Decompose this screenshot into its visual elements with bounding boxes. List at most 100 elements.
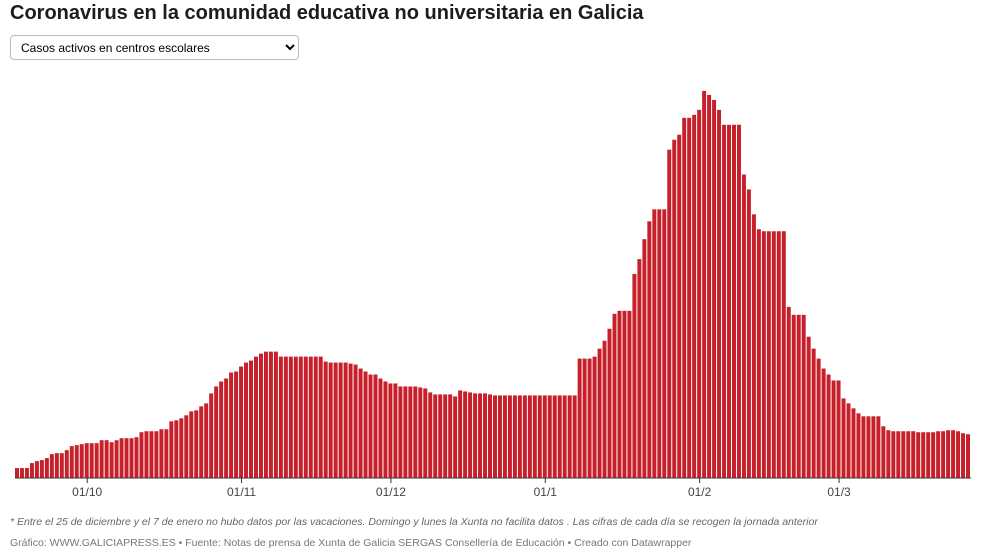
bar <box>453 396 458 478</box>
bar <box>627 310 632 478</box>
bar <box>293 356 298 478</box>
bar <box>463 391 468 478</box>
bar <box>278 356 283 478</box>
bar <box>134 437 139 478</box>
bar <box>941 431 946 478</box>
bar <box>378 378 383 478</box>
bar <box>263 351 268 478</box>
bar <box>438 394 443 478</box>
bar <box>179 418 184 478</box>
bar <box>552 395 557 478</box>
bar <box>916 432 921 478</box>
bar <box>542 395 547 478</box>
bar <box>876 416 881 478</box>
bar <box>124 438 129 478</box>
credit: Gráfico: WWW.GALICIAPRESS.ES • Fuente: N… <box>10 537 692 549</box>
bar <box>801 314 806 478</box>
bar <box>283 356 288 478</box>
bar <box>667 149 672 478</box>
bar <box>727 124 731 479</box>
bar <box>732 124 736 479</box>
bar <box>443 394 448 478</box>
x-tick-label: 01/1 <box>534 485 558 499</box>
bar <box>174 420 179 478</box>
bar <box>522 395 527 478</box>
bar <box>313 356 318 478</box>
bar <box>318 356 323 478</box>
x-tick-label: 01/2 <box>688 485 712 499</box>
bar <box>662 209 667 478</box>
bar <box>15 468 19 478</box>
bar <box>776 231 781 478</box>
bar <box>258 353 263 478</box>
bar <box>79 444 84 478</box>
bar <box>204 403 209 478</box>
bar <box>637 259 642 478</box>
bar <box>547 395 552 478</box>
bar <box>781 231 786 478</box>
bar <box>931 432 936 478</box>
bar <box>24 468 29 478</box>
bar <box>448 394 453 478</box>
bar <box>478 393 483 478</box>
metric-dropdown[interactable]: Casos activos en centros escolares <box>10 35 299 60</box>
bar <box>244 362 249 478</box>
bar <box>567 395 572 478</box>
bar <box>94 443 99 478</box>
bar <box>383 381 388 478</box>
bar <box>617 310 622 478</box>
bar <box>806 336 811 478</box>
bar <box>104 440 109 478</box>
bar <box>44 458 49 478</box>
bar <box>119 438 124 478</box>
bar <box>896 431 901 478</box>
bar <box>348 363 353 478</box>
bar <box>19 468 24 478</box>
bar <box>821 368 826 478</box>
bar <box>59 453 64 478</box>
bar <box>363 371 368 478</box>
bar <box>373 374 378 478</box>
bar <box>214 386 219 478</box>
bar <box>622 310 627 478</box>
bar <box>702 90 707 478</box>
bar <box>288 356 293 478</box>
bar <box>368 374 373 478</box>
bar <box>602 340 607 478</box>
bar <box>458 390 463 478</box>
bar <box>532 395 537 478</box>
bar <box>403 386 408 478</box>
bar <box>473 393 478 478</box>
bar <box>488 394 492 478</box>
bar <box>911 431 916 478</box>
bar <box>682 117 687 478</box>
bar <box>353 364 358 478</box>
bar <box>592 356 597 478</box>
bar <box>114 440 119 478</box>
bar <box>826 374 831 478</box>
x-tick-label: 01/10 <box>72 485 102 499</box>
bar <box>139 432 144 478</box>
bar <box>308 356 313 478</box>
bar <box>537 395 542 478</box>
bar <box>607 328 612 478</box>
bar <box>468 392 473 478</box>
bar <box>64 450 69 478</box>
bar <box>841 398 846 478</box>
bar <box>493 395 497 478</box>
bar <box>144 431 149 478</box>
bar <box>194 410 199 478</box>
bar <box>268 351 273 478</box>
bar <box>697 109 702 478</box>
bar <box>741 174 746 478</box>
bar <box>298 356 303 478</box>
bar <box>756 229 761 478</box>
bar <box>502 395 507 478</box>
bar <box>881 426 886 478</box>
bar <box>642 239 647 478</box>
bar <box>54 453 59 478</box>
bar <box>388 383 393 478</box>
bar <box>413 386 418 478</box>
bar <box>951 430 956 478</box>
